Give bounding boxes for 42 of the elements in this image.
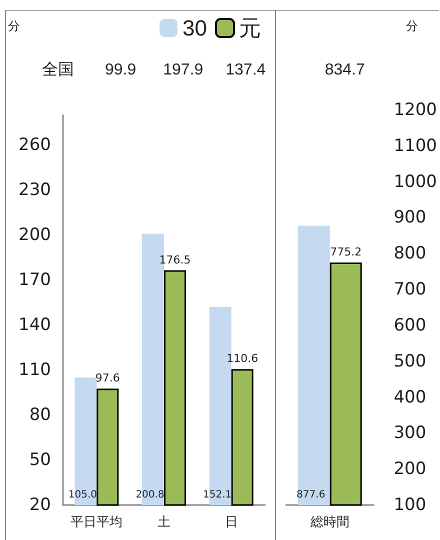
y-tick-label: 500	[394, 351, 426, 372]
data-label: 110.6	[226, 352, 258, 366]
data-label: 877.6	[296, 490, 326, 500]
y-axis-title: 分	[8, 19, 20, 33]
data-label: 200.8	[136, 490, 164, 500]
y-tick-label: 170	[18, 270, 51, 290]
data-label: 105.0	[68, 490, 97, 500]
y-tick-label: 230	[18, 180, 51, 200]
y-tick-label: 900	[394, 208, 426, 228]
x-tick-label: 土	[158, 514, 170, 529]
x-tick-label: 総時間	[309, 514, 350, 529]
x-tick-label: 日	[224, 514, 238, 529]
data-label: 152.1	[203, 490, 232, 500]
y-tick-label: 600	[394, 315, 426, 336]
y-tick-label: 1000	[394, 172, 437, 192]
legend-label: 30	[182, 16, 208, 40]
y-tick-label: 50	[29, 450, 51, 470]
data-label: 176.5	[159, 253, 191, 266]
y-tick-label: 200	[394, 459, 426, 480]
y-tick-label: 110	[18, 360, 51, 380]
x-tick-label: 平日平均	[70, 514, 123, 529]
y-tick-label: 1100	[394, 136, 437, 156]
y-tick-label: 1200	[394, 100, 437, 120]
y-tick-label: 700	[394, 280, 426, 300]
y-tick-label: 80	[29, 405, 51, 425]
data-label: 97.6	[95, 372, 120, 385]
text: 全国	[42, 62, 74, 78]
y-axis-title: 分	[406, 19, 418, 33]
y-tick-label: 260	[18, 135, 51, 155]
y-tick-label: 200	[18, 225, 51, 245]
text: 197.9	[163, 62, 204, 78]
text: 137.4	[226, 62, 266, 78]
y-tick-label: 100	[394, 495, 426, 515]
y-tick-label: 800	[394, 244, 426, 264]
text: 99.9	[104, 62, 136, 78]
legend-label: 元	[239, 16, 261, 40]
y-tick-label: 400	[394, 387, 426, 408]
text: 834.7	[324, 62, 365, 78]
y-tick-label: 300	[394, 423, 426, 444]
data-label: 775.2	[330, 246, 362, 259]
y-tick-label: 20	[29, 495, 51, 515]
y-tick-label: 140	[18, 315, 51, 335]
